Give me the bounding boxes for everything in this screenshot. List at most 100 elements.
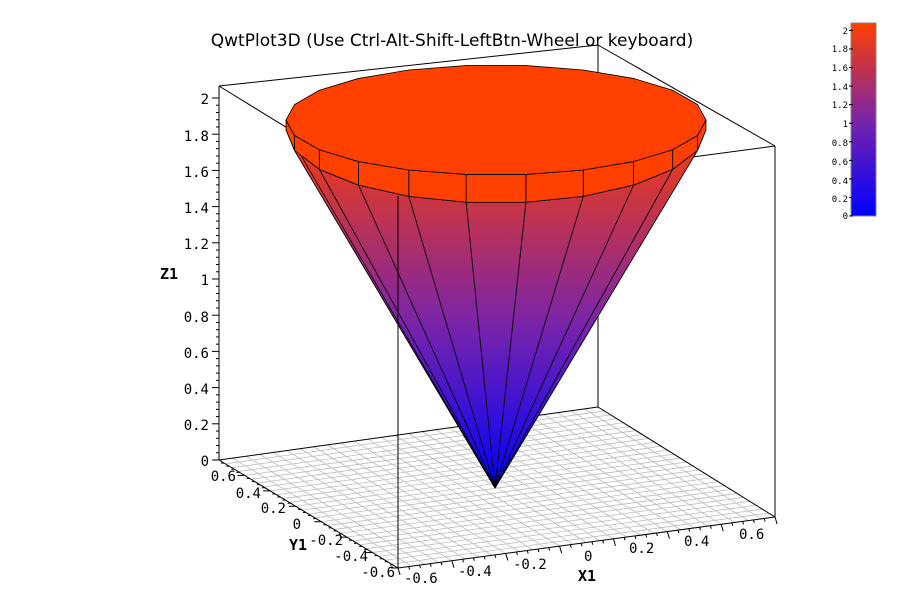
- x-tick-mark: [580, 543, 583, 547]
- y-tick-label: 0.4: [236, 486, 261, 502]
- floor-grid-line: [327, 473, 706, 526]
- y-axis-title: Y1: [289, 536, 307, 554]
- color-legend-bar: [850, 22, 877, 217]
- z-tick-label: 1.8: [184, 129, 209, 145]
- cone-top-cap: [285, 65, 707, 175]
- floor-grid-line: [346, 485, 725, 538]
- x-axis: -0.6 -0.4 -0.2 0 0.2 0.4 0.6 X1: [404, 527, 764, 587]
- x-tick-mark: [709, 525, 712, 529]
- color-legend-ticks: [849, 29, 853, 217]
- x-tick-label: 0: [584, 549, 592, 565]
- z-tick-label: 0: [201, 454, 209, 470]
- y-tick-label: 0.2: [261, 501, 286, 517]
- legend-tick-label: 2: [843, 27, 848, 37]
- color-legend-labels: 0 0.2 0.4 0.6 0.8 1 1.2 1.4 1.6 1.8 2: [832, 27, 848, 222]
- y-tick-label: 0.6: [211, 469, 236, 485]
- x-tick-mark: [548, 547, 551, 551]
- floor-grid-line: [378, 504, 757, 557]
- z-tick-label: 0.2: [184, 418, 209, 434]
- y-tick-label: -0.2: [309, 533, 343, 549]
- x-tick-mark: [612, 538, 617, 547]
- x-tick-mark: [752, 519, 755, 524]
- cone-surface: [285, 65, 707, 489]
- z-tick-label: 1.4: [184, 201, 209, 217]
- floor-grid-line: [353, 489, 731, 542]
- tick-marks: [212, 97, 778, 576]
- floor-grid-line: [584, 408, 762, 520]
- floor-grid-line: [570, 410, 749, 521]
- x-tick-mark: [559, 545, 563, 554]
- floor-grid-line: [385, 508, 763, 561]
- x-tick-mark: [451, 560, 455, 568]
- x-tick-label: 0.4: [684, 534, 709, 550]
- x-tick-mark: [774, 516, 778, 525]
- x-tick-mark: [462, 559, 465, 563]
- z-tick-label: 0.4: [184, 382, 209, 398]
- z-axis: 0 0.2 0.4 0.6 0.8 1 1.2 1.4 1.6 1.8 2 Z1: [160, 92, 209, 470]
- z-tick-label: 1.6: [184, 165, 209, 181]
- legend-tick-label: 1.4: [832, 83, 848, 93]
- legend-tick-label: 1.8: [832, 45, 848, 55]
- y-tick-label: -0.4: [334, 549, 368, 565]
- legend-tick-label: 0.2: [832, 195, 848, 205]
- legend-tick-label: 0.8: [832, 139, 848, 149]
- z-tick-label: 1: [201, 273, 209, 289]
- x-tick-mark: [656, 532, 658, 537]
- x-tick-mark: [408, 566, 411, 570]
- x-tick-label: -0.2: [513, 557, 547, 573]
- cone-rim-facet: [408, 169, 467, 203]
- y-axis: 0.6 0.4 0.2 0 -0.2 -0.4 -0.6 Y1: [211, 469, 395, 581]
- floor-grid-line: [435, 429, 614, 540]
- x-tick-mark: [419, 564, 421, 569]
- x-tick-mark: [440, 562, 443, 566]
- z-tick-label: 1.2: [184, 237, 209, 253]
- x-tick-label: -0.6: [404, 571, 438, 587]
- z-tick-label: 0.6: [184, 346, 209, 362]
- floor-grid-line: [557, 412, 735, 523]
- x-tick-mark: [569, 544, 572, 548]
- z-tick-label: 2: [201, 92, 209, 108]
- x-tick-mark: [742, 521, 745, 525]
- legend-tick-label: 0.4: [832, 177, 848, 187]
- x-tick-mark: [688, 528, 691, 532]
- x-tick-mark: [623, 537, 626, 541]
- floor-grid-line: [321, 469, 700, 523]
- box-edge-top-back-right: [597, 44, 776, 147]
- floor-grid-line: [340, 481, 719, 534]
- plot-title: QwtPlot3D (Use Ctrl-Alt-Shift-LeftBtn-Wh…: [210, 31, 694, 51]
- floor-grid-line: [359, 493, 738, 546]
- y-tick-label: 0: [293, 517, 301, 533]
- z-axis-title: Z1: [160, 265, 178, 283]
- x-tick-mark: [731, 522, 734, 526]
- floor-grid-line: [372, 500, 750, 553]
- floor-grid-line: [543, 414, 722, 525]
- cone-rim-facet: [525, 169, 584, 203]
- floor-grid-line: [530, 416, 708, 527]
- x-tick-mark: [634, 535, 637, 540]
- box-edge-floor-front-left: [218, 459, 399, 569]
- x-tick-mark: [677, 529, 680, 534]
- x-tick-mark: [645, 534, 648, 538]
- box-edge-floor-back-right: [597, 406, 776, 518]
- floor-grid-line: [503, 419, 681, 531]
- z-tick-label: 0.8: [184, 310, 209, 326]
- x-tick-label: -0.4: [458, 564, 492, 580]
- floor-grid-line: [408, 433, 587, 543]
- box-edge-floor-front-right: [397, 516, 776, 569]
- x-axis-title: X1: [578, 567, 596, 585]
- floor-grid-line: [365, 496, 744, 550]
- x-tick-mark: [699, 527, 701, 531]
- x-tick-label: 0.6: [739, 527, 764, 543]
- floor-grid-line: [516, 418, 695, 529]
- x-tick-mark: [483, 556, 486, 560]
- x-tick-mark: [429, 563, 432, 567]
- legend-tick-label: 0.6: [832, 158, 848, 168]
- legend-tick-label: 0: [843, 212, 848, 222]
- y-tick-label: -0.6: [361, 565, 395, 581]
- floor-grid-line: [334, 477, 712, 530]
- box-edge-top-back-left: [218, 44, 599, 87]
- x-tick-mark: [494, 554, 497, 559]
- x-tick-mark: [472, 557, 475, 561]
